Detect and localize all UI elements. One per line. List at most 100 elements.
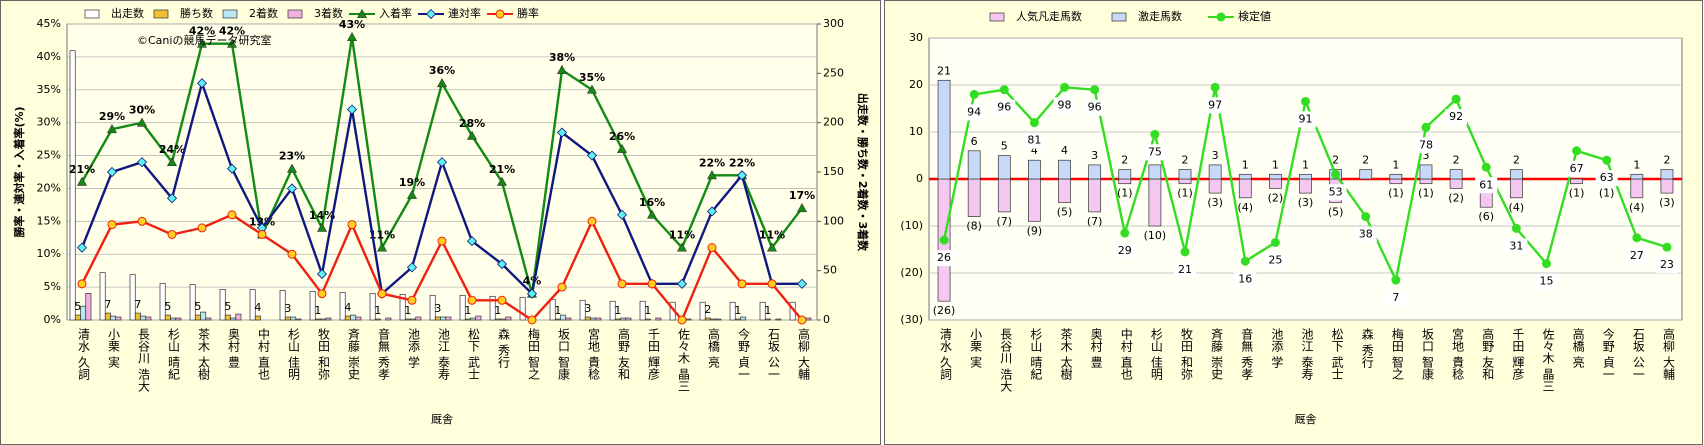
bar-value-label: 2 xyxy=(1663,154,1670,167)
marker xyxy=(467,295,477,305)
marker xyxy=(1602,155,1612,165)
bar xyxy=(200,311,207,321)
bar xyxy=(404,318,411,321)
bar xyxy=(350,314,357,321)
bar xyxy=(1058,178,1071,203)
bar xyxy=(685,318,692,321)
bar-value-label: 5 xyxy=(164,300,171,313)
marker xyxy=(1391,275,1401,285)
point-label: 96 xyxy=(1088,101,1102,114)
marker xyxy=(197,223,207,233)
bar xyxy=(459,294,466,321)
marker xyxy=(796,278,808,289)
bar xyxy=(249,289,256,321)
point-label-box xyxy=(1625,247,1648,264)
marker xyxy=(226,163,238,174)
bar xyxy=(1148,178,1162,227)
legend-label: 連対率 xyxy=(448,6,481,20)
legend-swatch xyxy=(153,9,169,19)
bar xyxy=(1419,178,1433,185)
x-tick-label: 牧田 和弥 xyxy=(1180,328,1194,380)
point-label: 21 xyxy=(1178,263,1192,276)
bar-value-label: (5) xyxy=(1057,206,1073,219)
bar xyxy=(1419,164,1433,180)
bar xyxy=(85,293,92,321)
point-label-box xyxy=(1023,132,1046,149)
bar xyxy=(1178,169,1192,180)
bar xyxy=(134,312,141,321)
legend-label: 勝ち数 xyxy=(180,6,213,20)
point-label: 98 xyxy=(1058,98,1072,111)
marker xyxy=(1120,228,1130,238)
point-label: 42% xyxy=(219,25,245,38)
marker xyxy=(166,193,178,204)
point-label: 81 xyxy=(1027,134,1041,147)
bar-value-label: 1 xyxy=(1242,158,1249,171)
x-tick-label: 佐々木 晶三 xyxy=(1541,328,1555,392)
x-tick-label: 小栗 実 xyxy=(969,328,983,369)
marker xyxy=(556,64,568,74)
bar xyxy=(440,316,447,321)
marker xyxy=(1301,96,1310,106)
marker xyxy=(495,9,505,19)
point-label: 38% xyxy=(549,51,575,64)
marker xyxy=(736,170,748,181)
bar xyxy=(560,314,567,321)
x-tick-label: 池添 学 xyxy=(407,328,421,368)
legend-label: 勝率 xyxy=(517,6,539,20)
bar xyxy=(704,317,711,321)
bar xyxy=(170,317,177,321)
x-tick-label: 高野 友和 xyxy=(1481,327,1495,380)
bar xyxy=(470,317,477,321)
bar xyxy=(1238,173,1252,180)
point-label-box xyxy=(1445,109,1468,126)
bar xyxy=(699,301,706,321)
bar xyxy=(644,318,651,321)
x-tick-label: 杉山 晴紀 xyxy=(1029,328,1043,380)
y-tick-label: 40% xyxy=(37,50,61,63)
marker xyxy=(425,8,437,20)
bar xyxy=(1028,178,1041,222)
bar xyxy=(385,317,392,321)
bar xyxy=(429,294,436,321)
legend-label: 激走馬数 xyxy=(1138,9,1182,23)
marker xyxy=(1632,233,1642,243)
y2-tick-label: 150 xyxy=(823,165,844,178)
x-tick-label: 千田 輝彦 xyxy=(1511,328,1525,381)
bar-value-label: (8) xyxy=(966,220,982,233)
marker xyxy=(167,229,177,239)
bar xyxy=(194,314,201,321)
bar xyxy=(500,318,507,321)
bar xyxy=(1299,173,1312,180)
marker xyxy=(76,242,88,253)
marker xyxy=(796,203,808,213)
marker xyxy=(1029,118,1039,128)
bar xyxy=(110,315,117,321)
bar xyxy=(69,50,76,321)
bar xyxy=(1570,178,1583,185)
point-label-box xyxy=(1113,243,1136,260)
x-tick-label: 森 秀行 xyxy=(497,327,511,368)
bar xyxy=(295,318,302,321)
x-tick-label: 音無 秀孝 xyxy=(377,327,391,380)
bar xyxy=(1389,173,1403,180)
x-tick-label: 松下 武士 xyxy=(1330,328,1344,380)
bar-value-label: 4 xyxy=(1061,144,1068,157)
y2-tick-label: 200 xyxy=(823,116,844,129)
x-tick-label: 杉山 佳明 xyxy=(287,328,301,381)
marker xyxy=(1451,94,1461,104)
point-label: 75 xyxy=(1148,145,1162,158)
x-tick-label: 今野 貞一 xyxy=(737,327,751,380)
bar xyxy=(1269,173,1282,180)
marker xyxy=(677,315,687,325)
bar-value-label: (1) xyxy=(1569,187,1585,200)
point-label: 24% xyxy=(159,143,185,156)
marker xyxy=(406,189,418,199)
bar xyxy=(715,318,722,321)
bar xyxy=(1449,178,1463,189)
point-label: 63 xyxy=(1600,171,1614,184)
marker xyxy=(196,38,208,48)
bar xyxy=(1359,169,1373,180)
